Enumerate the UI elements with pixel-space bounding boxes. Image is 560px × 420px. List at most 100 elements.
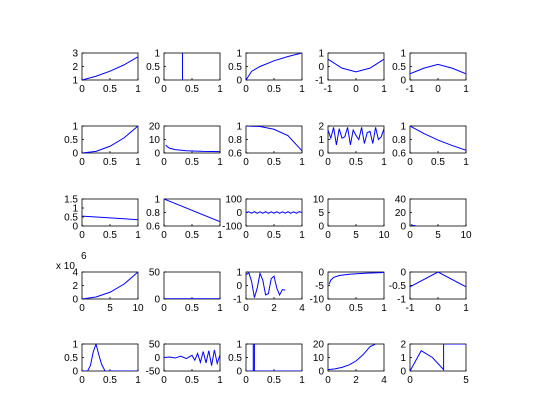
x-tick-label: 2 — [271, 303, 277, 314]
axes-box — [81, 343, 139, 372]
y-tick-label: 0.5 — [392, 62, 406, 73]
axes-box — [81, 125, 139, 154]
x-tick-label: 0 — [243, 157, 249, 168]
axes-box — [245, 198, 303, 227]
y-tick-label: 0 — [236, 208, 242, 219]
series-line — [328, 344, 376, 371]
y-tick-label: 1 — [318, 135, 324, 146]
y-tick-label: 0 — [72, 222, 78, 233]
x-tick-label: 0 — [243, 84, 249, 95]
y-tick-label: 0.5 — [228, 353, 242, 364]
y-tick-label: -100 — [222, 222, 242, 233]
y-tick-label: 0.8 — [146, 208, 160, 219]
series-line — [410, 63, 466, 75]
x-tick-label: 0 — [161, 303, 167, 314]
subplot-4: -1 0 1-101 — [315, 49, 387, 96]
x-tick-label: -1 — [406, 84, 415, 95]
x-tick-label: 1 — [381, 84, 387, 95]
y-tick-label: -5 — [315, 281, 324, 292]
y-tick-label: 1 — [236, 49, 242, 60]
subplot-2: 0 0.5 100.51 — [146, 49, 223, 96]
y-tick-label: 1 — [72, 204, 78, 215]
x-tick-label: 1 — [463, 303, 469, 314]
series-line — [410, 344, 466, 371]
y-tick-label: 20 — [313, 340, 325, 351]
axes-box — [245, 125, 303, 154]
series-line — [328, 272, 384, 285]
y-tick-label: 0 — [72, 295, 78, 306]
x-tick-label: 0 — [353, 84, 359, 95]
y-tick-label: 1 — [236, 268, 242, 279]
x-tick-label: 0 — [79, 303, 85, 314]
y-tick-label: 0.6 — [228, 149, 242, 160]
y-tick-label: 10 — [313, 353, 325, 364]
x-tick-label: 0.5 — [349, 303, 363, 314]
y-tick-label: 1 — [154, 195, 160, 206]
subplot-1: 0 0.5 1 1 2 3 — [72, 49, 141, 96]
y-tick-label: 0 — [236, 281, 242, 292]
x-tick-label: 1 — [299, 84, 305, 95]
subplot-11: 0 0.5 100.511.5 — [64, 195, 141, 242]
y-tick-label: -50 — [146, 367, 161, 378]
y-tick-label: 2 — [400, 340, 406, 351]
x-tick-label: 5 — [353, 230, 359, 241]
y-tick-label: 1.5 — [64, 195, 78, 206]
y-tick-label: 1 — [72, 76, 78, 87]
x-tick-label: 0 — [243, 230, 249, 241]
subplot-19: 0 0.5 1-10-50 — [310, 268, 388, 315]
y-tick-label: 0 — [400, 222, 406, 233]
y-tick-label: 20 — [395, 208, 407, 219]
y-tick-label: 5 — [318, 208, 324, 219]
y-tick-label: 0.8 — [392, 135, 406, 146]
series-line — [82, 272, 138, 299]
x-tick-label: 10 — [378, 230, 390, 241]
series-line — [82, 344, 138, 371]
y-tick-label: 40 — [395, 195, 407, 206]
x-tick-label: 1 — [217, 303, 223, 314]
subplot-8: 0 0.5 1 0.6 0.8 1 — [228, 122, 305, 169]
x-tick-label: 0 — [161, 375, 167, 386]
subplot-17: 0 0.5 1 0 50 — [149, 268, 223, 315]
x-tick-label: 1 — [381, 303, 387, 314]
y-tick-label: -10 — [310, 295, 325, 306]
x-tick-label: 1 — [135, 375, 141, 386]
series-line — [165, 144, 220, 153]
y-tick-label: -1 — [397, 295, 406, 306]
y-tick-label: 1 — [400, 353, 406, 364]
series-line — [82, 56, 138, 80]
series-line — [410, 126, 466, 151]
subplot-3: 0 0.5 100.51 — [228, 49, 305, 96]
series-line — [246, 211, 302, 214]
x-tick-label: 1 — [135, 84, 141, 95]
x-tick-label: -1 — [324, 84, 333, 95]
x-tick-label: 0.5 — [103, 157, 117, 168]
y-tick-label: 1 — [72, 122, 78, 133]
x-tick-label: 1 — [463, 157, 469, 168]
axes-box — [409, 271, 467, 300]
subplot-21: 0 0.5 100.51 — [64, 340, 141, 387]
x-tick-label: 5 — [463, 375, 469, 386]
y-tick-label: 1 — [236, 122, 242, 133]
x-tick-label: 1 — [217, 84, 223, 95]
subplot-18: 0 2 4-101 — [233, 268, 305, 315]
x-tick-label: 0.5 — [349, 157, 363, 168]
y-tick-label: 2 — [72, 62, 78, 73]
y-tick-label: 20 — [149, 122, 161, 133]
axes-box — [409, 52, 467, 81]
x-tick-label: 0 — [79, 84, 85, 95]
axes-box — [409, 343, 467, 372]
y-tick-label: 0.6 — [146, 222, 160, 233]
y-tick-label: 100 — [225, 195, 242, 206]
x-tick-label: 0 — [79, 375, 85, 386]
y-tick-label: 50 — [149, 340, 161, 351]
y-exponent: 6 — [81, 251, 87, 262]
axes-box — [81, 198, 139, 227]
y-tick-label: 0.5 — [64, 353, 78, 364]
y-tick-label: 0.5 — [146, 62, 160, 73]
x-tick-label: 1 — [463, 84, 469, 95]
y-tick-label: 0 — [72, 149, 78, 160]
